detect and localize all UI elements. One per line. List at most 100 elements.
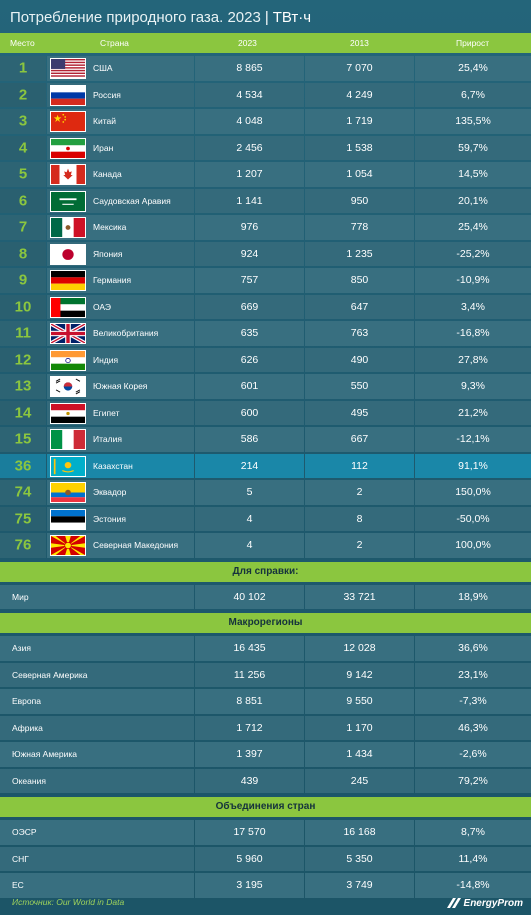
country-cell: Великобритания xyxy=(89,321,194,346)
source-note: Источник: Our World in Data xyxy=(12,897,125,907)
rank-cell: 12 xyxy=(0,347,46,372)
country-cell: Казахстан xyxy=(89,453,194,478)
value-2023: 669 xyxy=(240,300,259,313)
table-row: 6 Саудовская Аравия 1 141 950 20,1% xyxy=(0,188,531,215)
value-2023-cell: 924 xyxy=(195,241,304,266)
growth-cell: 21,2% xyxy=(415,400,531,425)
value-2013: 490 xyxy=(350,353,369,366)
growth-value: 23,1% xyxy=(458,668,488,681)
value-2023-cell: 5 960 xyxy=(195,846,304,871)
uk-flag-icon xyxy=(50,323,86,344)
value-2023: 1 207 xyxy=(236,168,263,181)
flag-cell xyxy=(47,135,89,160)
country-name: Великобритания xyxy=(93,328,159,339)
row-label: Мир xyxy=(12,591,29,602)
title-unit: ТВт·ч xyxy=(272,9,312,26)
rank-cell: 9 xyxy=(0,268,46,293)
rank-cell: 3 xyxy=(0,109,46,134)
growth-cell: -14,8% xyxy=(415,873,531,898)
value-2013: 16 168 xyxy=(343,826,376,839)
growth-cell: 135,5% xyxy=(415,109,531,134)
rank-cell: 2 xyxy=(0,82,46,107)
value-2013-cell: 2 xyxy=(305,533,414,558)
country-cell: Италия xyxy=(89,427,194,452)
value-2013-cell: 1 434 xyxy=(305,742,414,767)
table-row: 15 Италия 586 667 -12,1% xyxy=(0,426,531,453)
growth-cell: -25,2% xyxy=(415,241,531,266)
reference-header: Для справки: xyxy=(0,561,531,582)
value-2023-cell: 635 xyxy=(195,321,304,346)
value-2013-cell: 5 350 xyxy=(305,846,414,871)
growth-cell: 27,8% xyxy=(415,347,531,372)
value-2013-cell: 12 028 xyxy=(305,636,414,661)
country-name: Италия xyxy=(93,434,122,445)
title-separator: | xyxy=(264,9,269,26)
table-row: 13 Южная Корея 601 550 9,3% xyxy=(0,373,531,400)
value-2013: 1 235 xyxy=(346,247,373,260)
rank-value: 12 xyxy=(14,351,32,369)
flag-cell xyxy=(47,427,89,452)
value-2023: 1 141 xyxy=(236,194,263,207)
north-macedonia-flag-icon xyxy=(50,535,86,556)
value-2013-cell: 550 xyxy=(305,374,414,399)
value-2013-cell: 7 070 xyxy=(305,56,414,81)
growth-value: 46,3% xyxy=(458,721,488,734)
country-name: Эстония xyxy=(93,513,126,524)
country-name: Мексика xyxy=(93,222,127,233)
rank-value: 36 xyxy=(14,457,32,475)
rank-value: 7 xyxy=(18,218,28,236)
value-2023-cell: 1 207 xyxy=(195,162,304,187)
value-2013: 667 xyxy=(350,433,369,446)
country-cell: Иран xyxy=(89,135,194,160)
value-2023: 4 048 xyxy=(236,115,263,128)
country-cell: Мексика xyxy=(89,215,194,240)
growth-cell: 20,1% xyxy=(415,188,531,213)
japan-flag-icon xyxy=(50,243,86,265)
header-rank: Место xyxy=(10,38,35,48)
value-2023-cell: 5 xyxy=(195,480,304,505)
value-2023-cell: 439 xyxy=(195,768,304,793)
value-2013: 778 xyxy=(350,221,369,234)
country-cell: Китай xyxy=(89,109,194,134)
value-2023: 5 xyxy=(246,486,253,499)
rank-value: 14 xyxy=(14,404,32,422)
country-cell: Канада xyxy=(89,162,194,187)
growth-value: 21,2% xyxy=(458,406,488,419)
macroregion-header: Макрорегионы xyxy=(0,613,531,633)
growth-cell: -10,9% xyxy=(415,268,531,293)
country-name: Индия xyxy=(93,354,119,365)
flag-cell xyxy=(47,294,89,319)
row-label: Северная Америка xyxy=(12,669,88,680)
rank-value: 2 xyxy=(18,86,28,104)
growth-value: -14,8% xyxy=(456,879,490,892)
country-table: 1 США 8 865 7 070 25,4% 2 Россия 4 534 4 249 6,7%… xyxy=(0,55,531,899)
rank-cell: 74 xyxy=(0,480,46,505)
growth-value: -12,1% xyxy=(456,433,490,446)
growth-value: 18,9% xyxy=(458,590,488,603)
value-2013-cell: 16 168 xyxy=(305,820,414,845)
union-row: СНГ 5 960 5 350 11,4% xyxy=(0,846,531,873)
table-row: 3 Китай 4 048 1 719 135,5% xyxy=(0,108,531,135)
value-2013-cell: 245 xyxy=(305,768,414,793)
table-row: 10 ОАЭ 669 647 3,4% xyxy=(0,294,531,321)
value-2013: 850 xyxy=(350,274,369,287)
growth-cell: -12,1% xyxy=(415,427,531,452)
table-row: 74 Эквадор 5 2 150,0% xyxy=(0,479,531,506)
value-2023: 11 256 xyxy=(233,668,266,681)
value-2023: 976 xyxy=(240,221,259,234)
growth-cell: 23,1% xyxy=(415,662,531,687)
value-2023-cell: 214 xyxy=(195,453,304,478)
row-label: Океания xyxy=(12,775,46,786)
label-cell: СНГ xyxy=(0,846,194,871)
value-2023: 40 102 xyxy=(233,590,266,603)
value-2023: 3 195 xyxy=(236,879,263,892)
rank-value: 6 xyxy=(18,192,28,210)
table-row: 11 Великобритания 635 763 -16,8% xyxy=(0,320,531,347)
value-2023: 17 570 xyxy=(233,826,266,839)
reference-row: Мир 40 102 33 721 18,9% xyxy=(0,584,531,611)
label-cell: Азия xyxy=(0,636,194,661)
country-cell: Россия xyxy=(89,82,194,107)
rank-cell: 7 xyxy=(0,215,46,240)
value-2023-cell: 40 102 xyxy=(195,584,304,609)
